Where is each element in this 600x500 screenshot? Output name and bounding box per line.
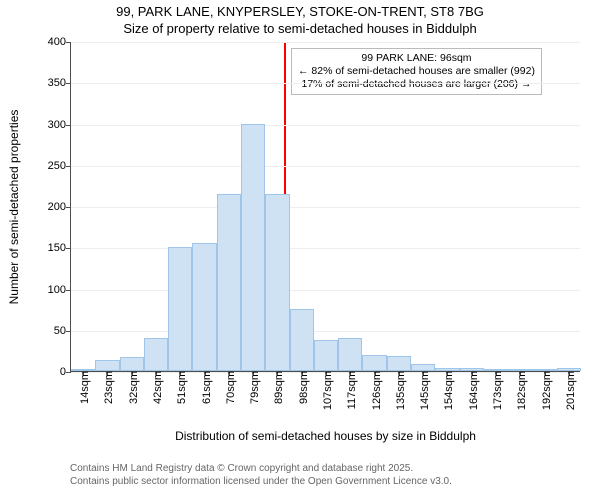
- y-gridline: [71, 125, 580, 126]
- footer-line-1: Contains HM Land Registry data © Crown c…: [70, 462, 452, 475]
- annotation-box: 99 PARK LANE: 96sqm ← 82% of semi-detach…: [291, 48, 542, 95]
- annotation-line-2: ← 82% of semi-detached houses are smalle…: [298, 65, 535, 78]
- footer-attribution: Contains HM Land Registry data © Crown c…: [70, 462, 452, 488]
- x-tick-label: 89sqm: [269, 371, 285, 404]
- x-tick-label: 42sqm: [148, 371, 164, 404]
- x-tick-label: 117sqm: [342, 371, 358, 409]
- histogram-bar: [411, 364, 435, 371]
- x-tick-label: 23sqm: [99, 371, 115, 404]
- y-gridline: [71, 207, 580, 208]
- x-tick-label: 201sqm: [561, 371, 577, 410]
- histogram-bar: [314, 340, 338, 371]
- y-gridline: [71, 83, 580, 84]
- histogram-bar: [265, 194, 289, 371]
- histogram-bar: [168, 247, 192, 371]
- x-tick-label: 107sqm: [318, 371, 334, 410]
- x-tick-label: 70sqm: [221, 371, 237, 404]
- histogram-bar: [95, 360, 119, 371]
- x-tick-label: 173sqm: [488, 371, 504, 410]
- y-tick-label: 50: [54, 325, 71, 337]
- annotation-line-3: 17% of semi-detached houses are larger (…: [298, 78, 535, 91]
- y-gridline: [71, 166, 580, 167]
- histogram-bar: [217, 194, 241, 371]
- x-tick-label: 154sqm: [439, 371, 455, 410]
- y-gridline: [71, 331, 580, 332]
- y-gridline: [71, 290, 580, 291]
- x-tick-label: 182sqm: [512, 371, 528, 410]
- x-tick-label: 61sqm: [197, 371, 213, 404]
- histogram-bar: [387, 356, 411, 371]
- y-tick-label: 400: [48, 36, 71, 48]
- histogram-bar: [241, 124, 265, 372]
- y-axis-label: Number of semi-detached properties: [7, 109, 21, 304]
- histogram-bar: [362, 355, 386, 372]
- x-tick-label: 135sqm: [391, 371, 407, 410]
- x-tick-label: 32sqm: [124, 371, 140, 404]
- histogram-bar: [290, 309, 314, 371]
- x-tick-label: 14sqm: [75, 371, 91, 404]
- y-tick-label: 250: [48, 160, 71, 172]
- y-gridline: [71, 42, 580, 43]
- x-tick-label: 51sqm: [172, 371, 188, 404]
- y-tick-label: 350: [48, 77, 71, 89]
- y-tick-label: 300: [48, 119, 71, 131]
- x-tick-label: 145sqm: [415, 371, 431, 410]
- y-tick-label: 0: [60, 366, 71, 378]
- y-tick-label: 100: [48, 284, 71, 296]
- x-tick-label: 98sqm: [294, 371, 310, 404]
- y-gridline: [71, 248, 580, 249]
- y-tick-label: 200: [48, 201, 71, 213]
- x-axis-label: Distribution of semi-detached houses by …: [71, 429, 580, 443]
- x-tick-label: 164sqm: [464, 371, 480, 410]
- y-tick-label: 150: [48, 242, 71, 254]
- histogram-bar: [144, 338, 168, 371]
- x-tick-label: 192sqm: [537, 371, 553, 410]
- chart-title-line2: Size of property relative to semi-detach…: [0, 21, 600, 36]
- histogram-bar: [120, 357, 144, 371]
- histogram-chart: 99, PARK LANE, KNYPERSLEY, STOKE-ON-TREN…: [0, 0, 600, 500]
- annotation-line-1: 99 PARK LANE: 96sqm: [298, 52, 535, 65]
- plot-area: Number of semi-detached properties 99 PA…: [70, 42, 580, 372]
- x-tick-label: 79sqm: [245, 371, 261, 404]
- histogram-bar: [338, 338, 362, 371]
- x-tick-label: 126sqm: [367, 371, 383, 410]
- histogram-bar: [192, 243, 216, 371]
- chart-title-line1: 99, PARK LANE, KNYPERSLEY, STOKE-ON-TREN…: [0, 4, 600, 19]
- footer-line-2: Contains public sector information licen…: [70, 475, 452, 488]
